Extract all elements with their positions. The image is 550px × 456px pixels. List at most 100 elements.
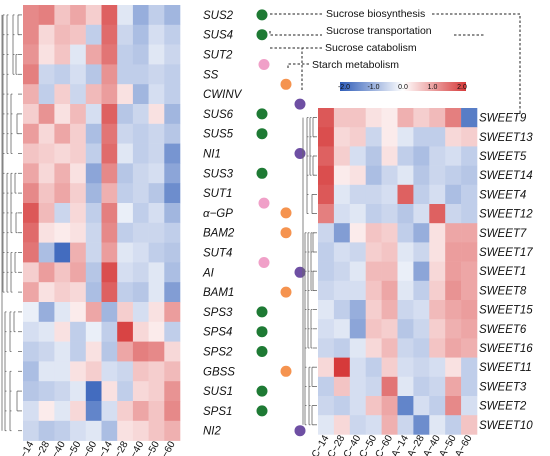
right-cell <box>333 127 351 147</box>
right-cell <box>365 204 382 224</box>
left-cell <box>54 44 71 65</box>
left-cell <box>70 143 87 164</box>
left-cell <box>54 104 71 125</box>
left-cell <box>54 143 71 164</box>
left-cell <box>38 183 55 204</box>
right-cell <box>318 300 335 320</box>
category-dot <box>294 266 306 278</box>
left-cell <box>54 163 71 184</box>
left-cell <box>132 84 149 105</box>
left-cell <box>148 123 165 144</box>
legend-label: Sucrose biosynthesis <box>326 8 425 20</box>
right-cell <box>461 261 478 282</box>
left-cell <box>38 262 55 283</box>
right-cell <box>381 165 398 186</box>
right-cell <box>397 127 414 147</box>
left-cell <box>38 104 55 125</box>
left-cell <box>23 381 39 402</box>
left-cell <box>164 143 181 164</box>
left-cell <box>101 84 118 105</box>
category-dot <box>256 29 268 41</box>
right-cell <box>413 357 430 378</box>
left-cell <box>164 282 181 303</box>
left-row-dendrogram <box>1 14 22 432</box>
right-cell <box>461 127 478 147</box>
right-cell <box>397 396 414 416</box>
left-row-label: SUS1 <box>203 386 233 398</box>
legend-label: Starch metabolism <box>312 59 399 71</box>
left-cell <box>38 163 55 184</box>
right-cell <box>333 415 351 435</box>
right-cell <box>381 300 398 320</box>
right-heatmap <box>318 108 478 435</box>
left-cell <box>101 203 118 224</box>
right-cell <box>413 396 430 416</box>
right-cell <box>461 280 478 301</box>
left-cell <box>23 321 39 342</box>
left-cell <box>23 222 39 243</box>
right-cell <box>445 396 462 416</box>
left-cell <box>23 183 39 204</box>
left-cell <box>101 143 118 164</box>
right-cell <box>381 396 398 416</box>
left-cell <box>101 302 118 323</box>
left-row-label: SUS6 <box>203 109 234 121</box>
left-cell <box>117 44 134 65</box>
right-cell <box>365 396 382 416</box>
left-cell <box>148 44 165 65</box>
legend-leader <box>432 13 521 115</box>
left-cell <box>132 321 149 342</box>
colorbar-tick: 0.0 <box>398 84 408 91</box>
left-cell <box>38 321 55 342</box>
right-cell <box>429 223 446 243</box>
category-dot <box>294 148 306 159</box>
right-cell <box>397 300 414 320</box>
left-cell <box>23 420 39 441</box>
left-cell <box>70 44 87 65</box>
right-cell <box>445 280 462 301</box>
left-cell <box>164 44 181 65</box>
left-cell <box>148 262 165 283</box>
left-cell <box>164 104 181 125</box>
left-cell <box>23 44 39 65</box>
right-cell <box>413 165 430 186</box>
left-cell <box>132 222 149 243</box>
left-cell <box>23 361 39 382</box>
left-cell <box>38 203 55 224</box>
left-cell <box>132 401 149 422</box>
left-cell <box>164 5 181 26</box>
left-row-label: SUT1 <box>203 188 232 200</box>
left-cell <box>70 163 87 184</box>
right-cell <box>333 357 351 378</box>
left-cell <box>70 242 87 263</box>
right-cell <box>365 223 382 243</box>
right-cell <box>349 280 366 301</box>
right-cell <box>333 204 351 224</box>
right-cell <box>461 300 478 320</box>
left-cell <box>70 64 87 85</box>
left-cell <box>101 401 118 422</box>
left-cell <box>148 84 165 105</box>
right-row-labels: SWEET9 SWEET13 SWEET5 SWEET14 SWEET4 SWEET12 S… <box>479 113 533 432</box>
left-cell <box>54 341 71 362</box>
right-cell <box>381 184 398 205</box>
left-cell <box>148 163 165 184</box>
left-cell <box>54 183 71 204</box>
left-cell <box>101 381 118 402</box>
left-cell <box>38 242 55 263</box>
right-cell <box>318 280 335 301</box>
right-cell <box>333 223 351 243</box>
left-cell <box>85 5 102 26</box>
left-cell <box>117 183 134 204</box>
right-cell <box>461 146 478 166</box>
left-row-label: BAM2 <box>203 228 235 240</box>
right-cell <box>349 165 366 186</box>
right-cell <box>318 357 335 378</box>
left-cell <box>101 44 118 65</box>
left-cell <box>38 420 55 441</box>
right-cell <box>397 242 414 262</box>
right-cell <box>413 184 430 205</box>
right-cell <box>413 146 430 166</box>
